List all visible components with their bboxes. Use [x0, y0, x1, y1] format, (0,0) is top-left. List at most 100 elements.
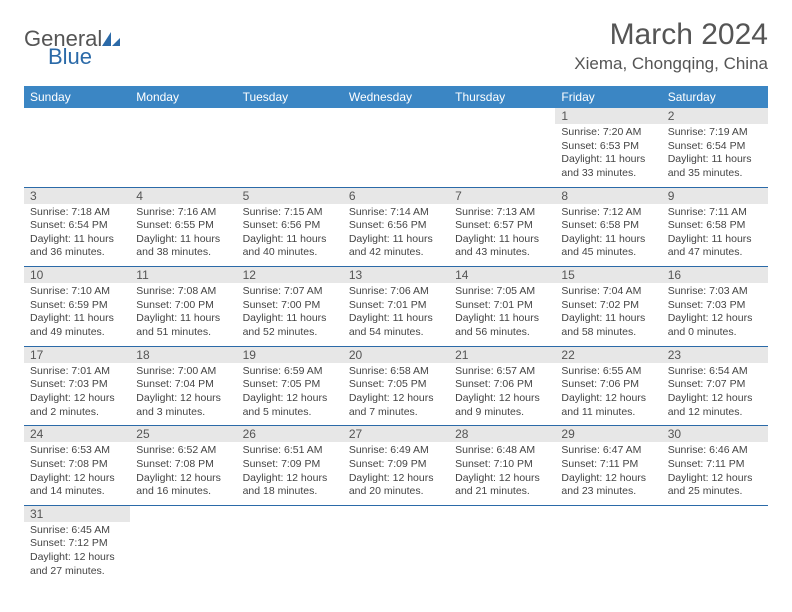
- logo-blue-text: Blue: [48, 44, 92, 70]
- daylight-line-2: and 40 minutes.: [243, 246, 337, 260]
- sunrise-line: Sunrise: 7:03 AM: [668, 285, 762, 299]
- sunset-line: Sunset: 7:11 PM: [668, 458, 762, 472]
- calendar-day-cell: 26Sunrise: 6:51 AMSunset: 7:09 PMDayligh…: [237, 426, 343, 506]
- day-number: 20: [343, 347, 449, 363]
- day-number: 27: [343, 426, 449, 442]
- sunrise-line: Sunrise: 7:07 AM: [243, 285, 337, 299]
- sunrise-line: Sunrise: 7:20 AM: [561, 126, 655, 140]
- sunrise-line: Sunrise: 6:52 AM: [136, 444, 230, 458]
- day-number: 24: [24, 426, 130, 442]
- day-number: 25: [130, 426, 236, 442]
- calendar-day-cell: 27Sunrise: 6:49 AMSunset: 7:09 PMDayligh…: [343, 426, 449, 506]
- daylight-line-1: Daylight: 11 hours: [455, 312, 549, 326]
- calendar-day-cell: 11Sunrise: 7:08 AMSunset: 7:00 PMDayligh…: [130, 267, 236, 347]
- sunrise-line: Sunrise: 7:00 AM: [136, 365, 230, 379]
- calendar-day-cell: 13Sunrise: 7:06 AMSunset: 7:01 PMDayligh…: [343, 267, 449, 347]
- sunrise-line: Sunrise: 6:55 AM: [561, 365, 655, 379]
- day-number: 19: [237, 347, 343, 363]
- sunset-line: Sunset: 7:06 PM: [455, 378, 549, 392]
- calendar-week-row: 17Sunrise: 7:01 AMSunset: 7:03 PMDayligh…: [24, 346, 768, 426]
- daylight-line-1: Daylight: 11 hours: [349, 312, 443, 326]
- day-number: 7: [449, 188, 555, 204]
- daylight-line-2: and 51 minutes.: [136, 326, 230, 340]
- daylight-line-1: Daylight: 11 hours: [561, 153, 655, 167]
- daylight-line-1: Daylight: 11 hours: [30, 312, 124, 326]
- daylight-line-2: and 45 minutes.: [561, 246, 655, 260]
- daylight-line-1: Daylight: 12 hours: [349, 472, 443, 486]
- daylight-line-1: Daylight: 12 hours: [30, 472, 124, 486]
- day-number: 9: [662, 188, 768, 204]
- sunset-line: Sunset: 7:00 PM: [243, 299, 337, 313]
- calendar-day-cell: 24Sunrise: 6:53 AMSunset: 7:08 PMDayligh…: [24, 426, 130, 506]
- daylight-line-1: Daylight: 12 hours: [668, 392, 762, 406]
- daylight-line-1: Daylight: 11 hours: [349, 233, 443, 247]
- calendar-blank-cell: [449, 108, 555, 187]
- daylight-line-2: and 0 minutes.: [668, 326, 762, 340]
- day-number: 29: [555, 426, 661, 442]
- calendar-day-cell: 5Sunrise: 7:15 AMSunset: 6:56 PMDaylight…: [237, 187, 343, 267]
- calendar-blank-cell: [237, 505, 343, 584]
- sunset-line: Sunset: 6:57 PM: [455, 219, 549, 233]
- daylight-line-2: and 42 minutes.: [349, 246, 443, 260]
- day-number: 1: [555, 108, 661, 124]
- daylight-line-2: and 20 minutes.: [349, 485, 443, 499]
- daylight-line-2: and 23 minutes.: [561, 485, 655, 499]
- weekday-header: Thursday: [449, 86, 555, 108]
- calendar-week-row: 24Sunrise: 6:53 AMSunset: 7:08 PMDayligh…: [24, 426, 768, 506]
- daylight-line-2: and 58 minutes.: [561, 326, 655, 340]
- page-title: March 2024: [574, 18, 768, 52]
- day-number: 2: [662, 108, 768, 124]
- sunset-line: Sunset: 6:54 PM: [668, 140, 762, 154]
- sunset-line: Sunset: 6:59 PM: [30, 299, 124, 313]
- sunrise-line: Sunrise: 6:58 AM: [349, 365, 443, 379]
- daylight-line-1: Daylight: 12 hours: [561, 392, 655, 406]
- daylight-line-2: and 14 minutes.: [30, 485, 124, 499]
- sunset-line: Sunset: 6:58 PM: [668, 219, 762, 233]
- calendar-blank-cell: [24, 108, 130, 187]
- calendar-day-cell: 1Sunrise: 7:20 AMSunset: 6:53 PMDaylight…: [555, 108, 661, 187]
- calendar-blank-cell: [237, 108, 343, 187]
- daylight-line-1: Daylight: 12 hours: [243, 392, 337, 406]
- day-number: 23: [662, 347, 768, 363]
- daylight-line-2: and 7 minutes.: [349, 406, 443, 420]
- day-number: 17: [24, 347, 130, 363]
- sail-icon: [100, 30, 122, 48]
- day-number: 8: [555, 188, 661, 204]
- calendar-day-cell: 4Sunrise: 7:16 AMSunset: 6:55 PMDaylight…: [130, 187, 236, 267]
- daylight-line-2: and 47 minutes.: [668, 246, 762, 260]
- calendar-day-cell: 29Sunrise: 6:47 AMSunset: 7:11 PMDayligh…: [555, 426, 661, 506]
- calendar-week-row: 31Sunrise: 6:45 AMSunset: 7:12 PMDayligh…: [24, 505, 768, 584]
- sunset-line: Sunset: 7:01 PM: [349, 299, 443, 313]
- sunrise-line: Sunrise: 7:08 AM: [136, 285, 230, 299]
- weekday-header: Wednesday: [343, 86, 449, 108]
- calendar-week-row: 1Sunrise: 7:20 AMSunset: 6:53 PMDaylight…: [24, 108, 768, 187]
- day-number: 3: [24, 188, 130, 204]
- sunset-line: Sunset: 7:10 PM: [455, 458, 549, 472]
- day-number: 10: [24, 267, 130, 283]
- daylight-line-2: and 3 minutes.: [136, 406, 230, 420]
- sunset-line: Sunset: 7:09 PM: [349, 458, 443, 472]
- weekday-header: Saturday: [662, 86, 768, 108]
- calendar-day-cell: 19Sunrise: 6:59 AMSunset: 7:05 PMDayligh…: [237, 346, 343, 426]
- day-number: 28: [449, 426, 555, 442]
- calendar-week-row: 10Sunrise: 7:10 AMSunset: 6:59 PMDayligh…: [24, 267, 768, 347]
- sunrise-line: Sunrise: 6:57 AM: [455, 365, 549, 379]
- sunrise-line: Sunrise: 7:14 AM: [349, 206, 443, 220]
- sunset-line: Sunset: 7:08 PM: [136, 458, 230, 472]
- sunrise-line: Sunrise: 6:46 AM: [668, 444, 762, 458]
- daylight-line-2: and 35 minutes.: [668, 167, 762, 181]
- daylight-line-2: and 33 minutes.: [561, 167, 655, 181]
- sunrise-line: Sunrise: 6:45 AM: [30, 524, 124, 538]
- daylight-line-2: and 21 minutes.: [455, 485, 549, 499]
- day-number: 13: [343, 267, 449, 283]
- calendar-day-cell: 31Sunrise: 6:45 AMSunset: 7:12 PMDayligh…: [24, 505, 130, 584]
- daylight-line-2: and 38 minutes.: [136, 246, 230, 260]
- daylight-line-1: Daylight: 11 hours: [243, 312, 337, 326]
- weekday-header: Friday: [555, 86, 661, 108]
- sunset-line: Sunset: 6:54 PM: [30, 219, 124, 233]
- daylight-line-1: Daylight: 12 hours: [136, 472, 230, 486]
- sunset-line: Sunset: 7:05 PM: [349, 378, 443, 392]
- day-number: 26: [237, 426, 343, 442]
- daylight-line-1: Daylight: 11 hours: [455, 233, 549, 247]
- daylight-line-1: Daylight: 12 hours: [136, 392, 230, 406]
